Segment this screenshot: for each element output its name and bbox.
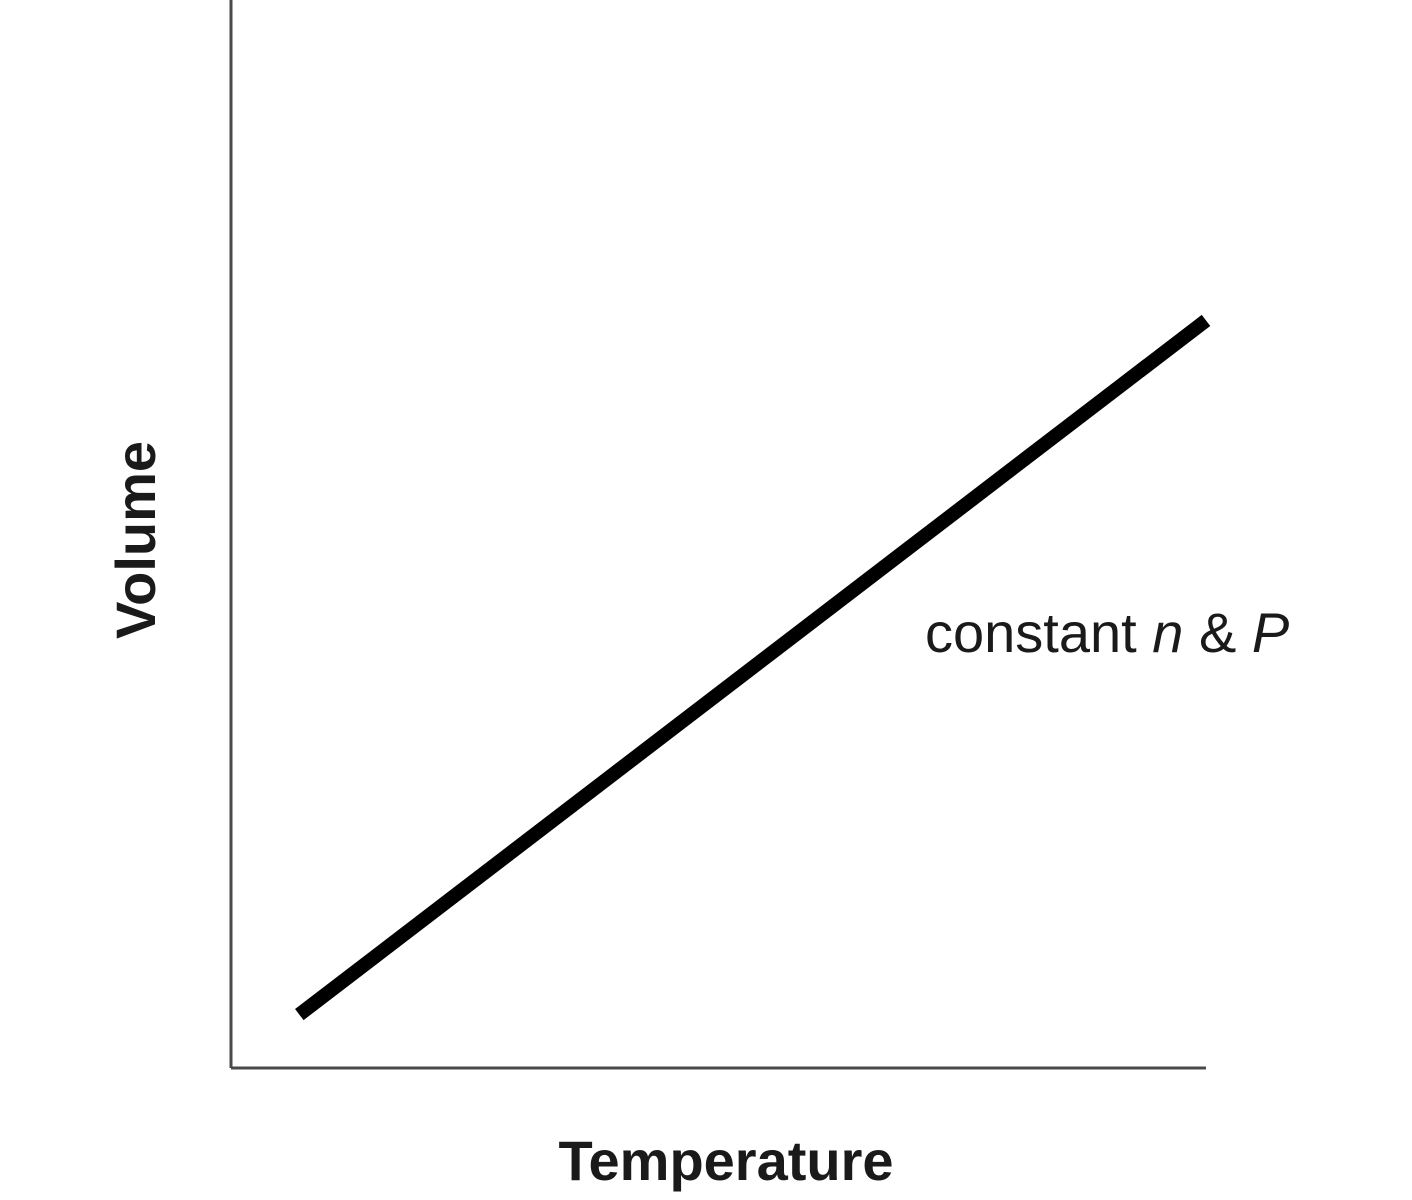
axes (229, 0, 1206, 1070)
x-axis-label: Temperature (558, 1129, 893, 1192)
y-axis-label: Volume (104, 441, 167, 639)
annotation-variable-p: P (1252, 601, 1289, 664)
annotation-prefix: constant (925, 601, 1152, 664)
series-annotation: constant n & P (925, 601, 1289, 664)
series-line-1 (295, 314, 1211, 1021)
annotation-variable-n: n (1152, 601, 1183, 664)
annotation-joiner: & (1183, 601, 1251, 664)
series-layer (295, 314, 1211, 1021)
